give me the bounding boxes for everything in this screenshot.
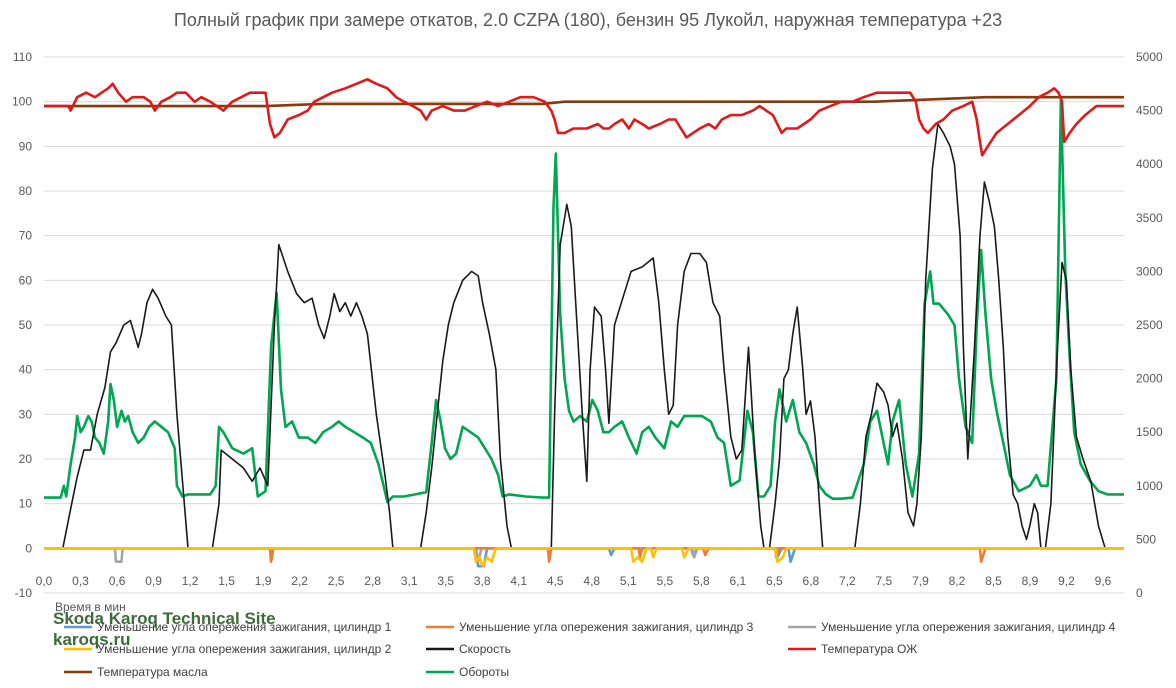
chart-title: Полный график при замере откатов, 2.0 CZ… [174,10,1002,30]
x-tick: 7,9 [912,574,929,588]
legend-label: Уменьшение угла опережения зажигания, ци… [97,620,392,634]
x-tick: 5,8 [693,574,710,588]
x-tick: 1,2 [182,574,199,588]
grid-lines [44,56,1124,594]
x-tick: 2,2 [291,574,308,588]
right-y-axis: 0 500 1000 1500 2000 2500 3000 3500 4000 4500 5000 [1136,50,1163,600]
left-y-tick: 80 [19,184,33,198]
x-tick: 2,5 [328,574,345,588]
legend-item-7: Обороты [426,665,509,679]
x-tick: 7,2 [839,574,856,588]
left-y-tick: 20 [19,452,33,466]
x-axis: 0,0 0,3 0,6 0,9 1,2 1,5 1,9 2,2 2,5 2,8 3,1 3,5 3,8 4… [36,574,1112,588]
x-tick: 0,0 [36,574,53,588]
left-y-tick: 60 [19,273,33,287]
left-y-tick: 110 [13,50,32,64]
series-lines [44,78,1124,568]
legend-label: Температура масла [97,665,208,679]
series-line-6 [44,95,1124,108]
series-line-1 [44,547,1124,563]
x-axis-label: Время в мин [55,600,126,614]
legend-label: Уменьшение угла опережения зажигания, ци… [821,620,1116,634]
left-y-tick: 50 [19,318,33,332]
legend-label: Температура ОЖ [821,642,917,656]
x-tick: 1,5 [218,574,235,588]
x-tick: 1,9 [255,574,272,588]
right-y-tick: 3500 [1136,211,1163,225]
left-y-tick: 100 [12,95,32,109]
x-tick: 3,5 [437,574,454,588]
series-line-5 [44,78,1124,157]
series-line-2 [44,547,1124,563]
left-y-axis: -10 0 10 20 30 40 50 60 70 80 90 100 110 [12,50,32,600]
x-tick: 6,5 [766,574,783,588]
watermark-title: Skoda Karoq Technical Site [53,609,276,628]
right-y-tick: 0 [1136,586,1143,600]
legend-label: Обороты [459,665,509,679]
left-y-tick: 90 [19,139,33,153]
x-tick: 4,1 [510,574,527,588]
legend-label: Скорость [459,642,511,656]
legend-label: Уменьшение угла опережения зажигания, ци… [97,642,392,656]
x-tick: 8,9 [1022,574,1039,588]
x-tick: 8,5 [985,574,1002,588]
right-y-tick: 500 [1136,532,1156,546]
legend-item-1: Уменьшение угла опережения зажигания, ци… [426,620,754,634]
x-tick: 6,1 [729,574,746,588]
series-line-4 [44,123,1124,550]
legend-item-4: Скорость [426,642,511,656]
x-tick: 7,5 [876,574,893,588]
legend-item-5: Температура ОЖ [788,642,917,656]
x-tick: 9,2 [1058,574,1075,588]
left-y-tick: -10 [15,586,33,600]
x-tick: 4,8 [583,574,600,588]
right-y-tick: 5000 [1136,50,1163,64]
x-tick: 8,2 [949,574,966,588]
x-tick: 3,8 [474,574,491,588]
right-y-tick: 1500 [1136,425,1163,439]
x-tick: 5,1 [620,574,637,588]
x-tick: 4,5 [547,574,564,588]
legend-item-2: Уменьшение угла опережения зажигания, ци… [788,620,1116,634]
x-tick: 2,8 [364,574,381,588]
x-tick: 9,6 [1095,574,1112,588]
x-tick: 6,8 [803,574,820,588]
x-tick: 0,9 [145,574,162,588]
right-y-tick: 3000 [1136,264,1163,278]
x-tick: 0,6 [109,574,126,588]
right-y-tick: 2500 [1136,318,1163,332]
right-y-tick: 1000 [1136,479,1163,493]
left-y-tick: 70 [19,229,33,243]
left-y-tick: 0 [25,541,32,555]
series-line-0 [44,547,1124,568]
left-y-tick: 40 [19,363,33,377]
left-y-tick: 30 [19,407,33,421]
legend-item-0: Уменьшение угла опережения зажигания, ци… [64,620,392,634]
legend-item-6: Температура масла [64,665,208,679]
right-y-tick: 4000 [1136,157,1163,171]
legend: Уменьшение угла опережения зажигания, ци… [64,620,1116,679]
x-tick: 0,3 [72,574,89,588]
watermark-url: karoqs.ru [53,630,130,649]
legend-label: Уменьшение угла опережения зажигания, ци… [459,620,754,634]
right-y-tick: 4500 [1136,104,1163,118]
series-line-3 [44,547,1124,568]
right-y-tick: 2000 [1136,372,1163,386]
x-tick: 3,1 [401,574,418,588]
left-y-tick: 10 [19,497,33,511]
x-tick: 5,5 [656,574,673,588]
legend-item-3: Уменьшение угла опережения зажигания, ци… [64,642,392,656]
series-line-7 [44,98,1124,504]
